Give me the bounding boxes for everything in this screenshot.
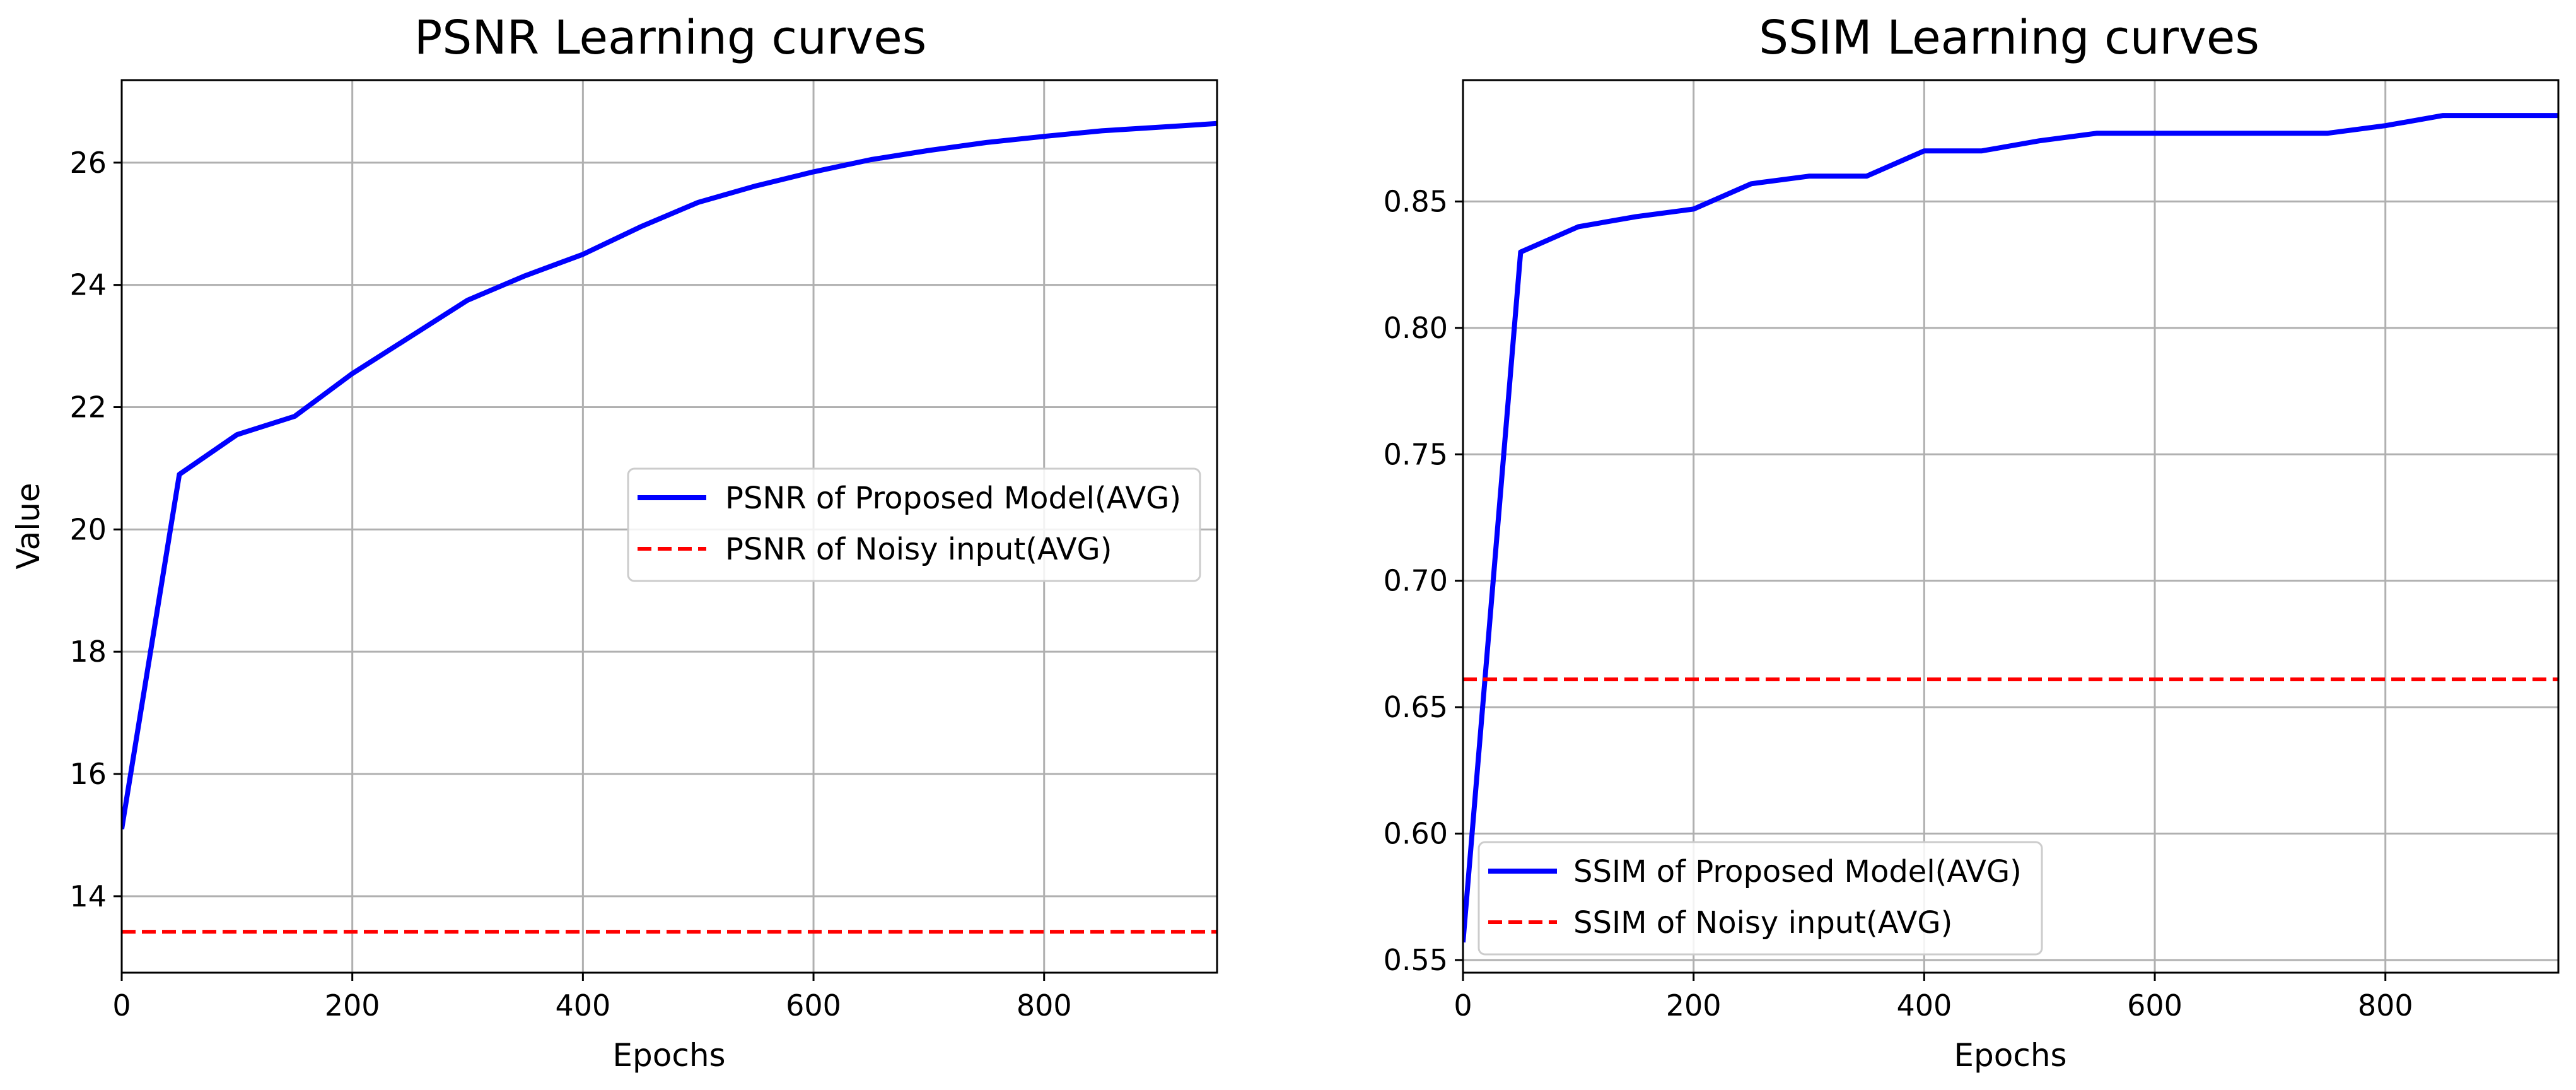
ssim-chart-title: SSIM Learning curves [1759, 11, 2259, 65]
psnr-y-tick-label: 20 [69, 512, 107, 546]
ssim-legend-label-noisy: SSIM of Noisy input(AVG) [1573, 905, 1952, 941]
ssim-x-tick-label: 800 [2358, 988, 2413, 1023]
psnr-x-tick-label: 200 [325, 988, 380, 1023]
psnr-legend: PSNR of Proposed Model(AVG) PSNR of Nois… [627, 467, 1201, 582]
psnr-legend-box [627, 467, 1201, 582]
psnr-series [122, 120, 1217, 934]
psnr-plot-frame [120, 79, 1218, 974]
psnr-y-tick-label: 14 [69, 879, 107, 913]
psnr-y-tick-label: 16 [69, 757, 107, 791]
psnr-chart: PSNR Learning curves 0 200 400 600 800 14 16 18… [10, 11, 1218, 1074]
psnr-legend-label-noisy: PSNR of Noisy input(AVG) [725, 532, 1112, 567]
psnr-x-axis-label: Epochs [612, 1037, 725, 1074]
ssim-chart: SSIM Learning curves 0 200 400 600 800 0.55 0.… [1384, 11, 2560, 1074]
psnr-ticks: 0 200 400 600 800 14 16 18 20 22 24 26 [69, 146, 1071, 1023]
ssim-y-tick-label: 0.60 [1384, 817, 1448, 851]
ssim-y-tick-label: 0.75 [1384, 437, 1448, 471]
ssim-x-tick-label: 400 [1896, 988, 1952, 1023]
ssim-legend-box [1477, 841, 2043, 956]
ssim-y-tick-label: 0.65 [1384, 690, 1448, 724]
psnr-y-axis-label: Value [10, 483, 47, 569]
ssim-y-tick-label: 0.80 [1384, 311, 1448, 345]
psnr-legend-label-model: PSNR of Proposed Model(AVG) [725, 481, 1181, 516]
ssim-series [1463, 113, 2558, 943]
ssim-plot-frame [1462, 79, 2560, 974]
ssim-x-tick-label: 600 [2127, 988, 2183, 1023]
psnr-y-tick-label: 18 [69, 635, 107, 669]
ssim-gridlines [1462, 80, 2558, 973]
psnr-y-tick-label: 26 [69, 146, 107, 180]
ssim-x-axis-label: Epochs [1954, 1037, 2066, 1074]
psnr-x-tick-label: 0 [112, 988, 131, 1023]
psnr-y-tick-label: 24 [69, 268, 107, 302]
ssim-y-tick-label: 0.70 [1384, 564, 1448, 598]
ssim-y-tick-label: 0.55 [1384, 943, 1448, 977]
ssim-ticks: 0 200 400 600 800 0.55 0.60 0.65 0.70 0.75 0.80 0.8… [1384, 184, 2413, 1023]
ssim-series-line-model [1463, 113, 2558, 943]
ssim-x-tick-label: 0 [1454, 988, 1472, 1023]
psnr-x-tick-label: 600 [786, 988, 841, 1023]
ssim-legend-label-model: SSIM of Proposed Model(AVG) [1573, 854, 2022, 889]
psnr-chart-title: PSNR Learning curves [414, 11, 927, 65]
ssim-y-tick-label: 0.85 [1384, 184, 1448, 218]
ssim-legend: SSIM of Proposed Model(AVG) SSIM of Nois… [1477, 841, 2043, 956]
psnr-x-tick-label: 800 [1017, 988, 1072, 1023]
psnr-series-line-model [122, 120, 1217, 829]
psnr-x-tick-label: 400 [555, 988, 610, 1023]
psnr-y-tick-label: 22 [69, 390, 107, 425]
ssim-x-tick-label: 200 [1666, 988, 1722, 1023]
